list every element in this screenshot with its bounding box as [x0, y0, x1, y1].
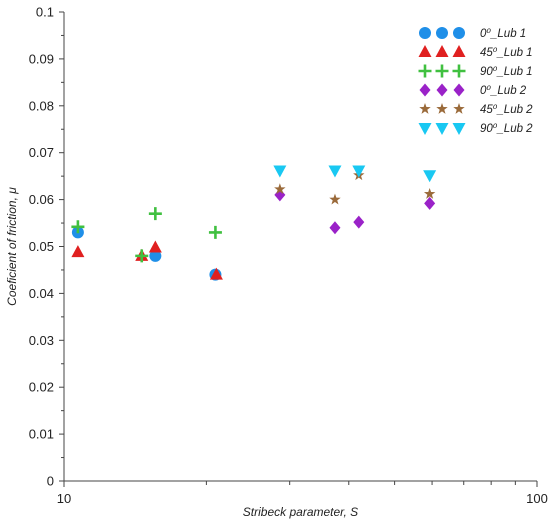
legend-entry: 0⁰_Lub 2 [419, 83, 527, 97]
legend-marker [418, 123, 432, 135]
legend-marker [452, 64, 466, 78]
series-3 [71, 207, 222, 263]
data-point [135, 249, 149, 263]
data-point [149, 249, 162, 262]
legend-entry: 90⁰_Lub 1 [418, 64, 533, 78]
legend-marker [452, 45, 466, 57]
data-point [328, 165, 342, 178]
legend-label: 45⁰_Lub 2 [480, 104, 533, 116]
legend-marker [453, 83, 465, 97]
legend-label: 45⁰_Lub 1 [480, 47, 533, 59]
y-tick-label: 0.01 [29, 427, 54, 442]
legend-entry: 45⁰_Lub 2 [419, 103, 533, 116]
data-point [148, 207, 162, 221]
y-tick-label: 0.09 [29, 51, 54, 66]
data-point [329, 193, 341, 205]
legend-marker [418, 64, 432, 78]
data-point [209, 267, 223, 280]
data-point [423, 170, 437, 183]
y-tick-label: 0.07 [29, 145, 54, 160]
legend-label: 0⁰_Lub 1 [480, 28, 526, 40]
legend: 0⁰_Lub 1 45⁰_Lub 1 90⁰_Lub 1 0⁰_Lub 2 45⁰_Lu… [418, 27, 533, 135]
y-tick-label: 0.02 [29, 380, 54, 395]
series-2 [71, 240, 223, 280]
data-point [353, 215, 365, 229]
y-axis-title: Coeficient of friction, μ [5, 187, 19, 306]
series-6 [273, 165, 437, 183]
x-axis-title: Stribeck parameter, S [243, 505, 358, 519]
legend-marker [453, 27, 465, 39]
legend-marker [418, 45, 432, 57]
data-point [148, 240, 162, 253]
legend-label: 90⁰_Lub 1 [480, 66, 533, 78]
x-tick-label: 100 [526, 491, 548, 506]
legend-marker [419, 27, 431, 39]
y-tick-label: 0.1 [36, 5, 54, 20]
y-tick-label: 0.03 [29, 333, 54, 348]
x-tick-label: 10 [57, 491, 71, 506]
legend-entry: 45⁰_Lub 1 [418, 45, 533, 59]
data-point [208, 225, 222, 239]
y-axis-ticks: 0 0.01 0.02 0.03 0.04 0.05 0.06 0.07 0.08 0.09 0.1 [29, 5, 64, 489]
series-5 [274, 169, 436, 205]
legend-marker [452, 123, 466, 135]
series-1 [71, 226, 222, 281]
series-4 [274, 188, 436, 235]
data-point [71, 245, 85, 258]
y-tick-label: 0.05 [29, 239, 54, 254]
data-point [71, 220, 85, 234]
y-tick-label: 0.04 [29, 286, 54, 301]
data-point [423, 187, 436, 199]
data-point [274, 183, 286, 195]
legend-marker [419, 83, 431, 97]
legend-marker [453, 103, 465, 114]
legend-marker [435, 123, 449, 135]
data-point [424, 196, 436, 210]
legend-marker [436, 103, 448, 114]
legend-marker [419, 103, 431, 114]
legend-marker [436, 27, 448, 39]
x-axis-ticks: 10 100 [57, 481, 548, 506]
data-point [352, 165, 366, 178]
legend-label: 90⁰_Lub 2 [480, 123, 533, 135]
legend-label: 0⁰_Lub 2 [480, 85, 527, 97]
legend-marker [435, 45, 449, 57]
legend-entry: 90⁰_Lub 2 [418, 123, 533, 135]
legend-marker [436, 83, 448, 97]
data-point [273, 165, 287, 178]
y-tick-label: 0.08 [29, 98, 54, 113]
data-points [71, 165, 437, 281]
legend-marker [435, 64, 449, 78]
y-tick-label: 0 [47, 474, 54, 489]
y-tick-label: 0.06 [29, 192, 54, 207]
legend-entry: 0⁰_Lub 1 [419, 27, 526, 40]
data-point [329, 221, 341, 235]
